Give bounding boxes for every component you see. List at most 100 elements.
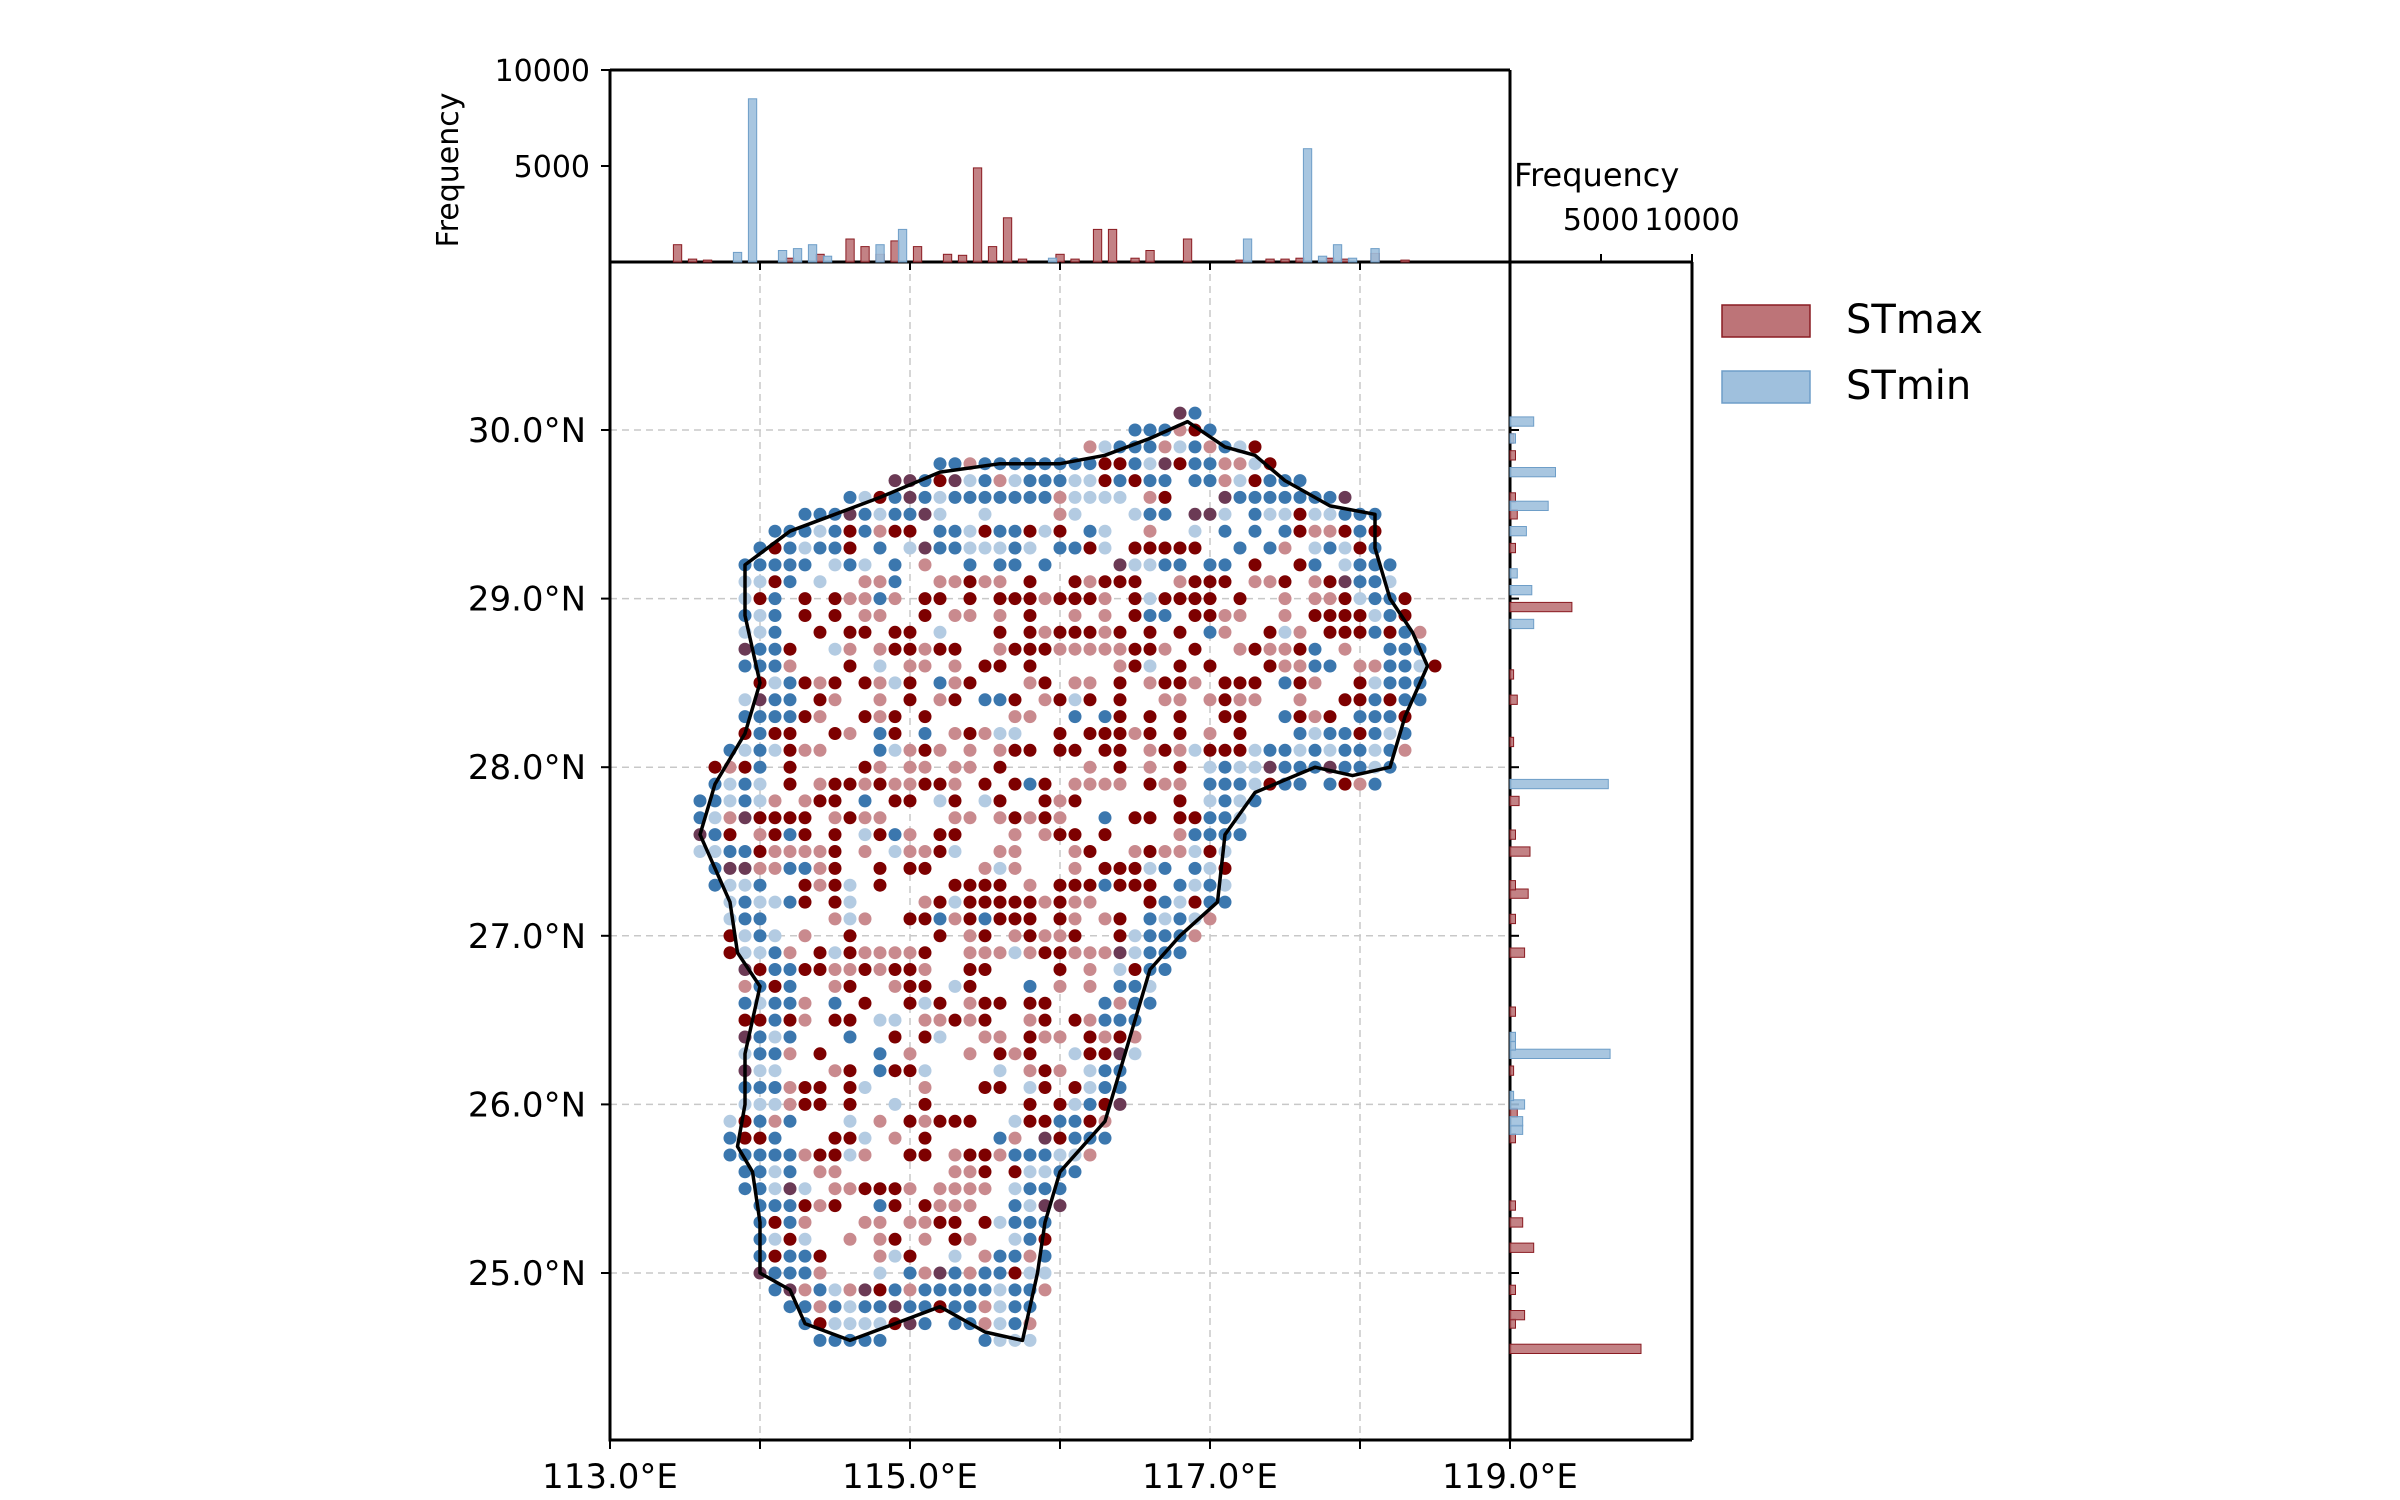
station-point xyxy=(843,727,857,740)
station-point xyxy=(738,979,752,993)
station-point xyxy=(843,1114,857,1128)
station-point xyxy=(1083,541,1097,555)
station-point xyxy=(1113,996,1127,1010)
station-point xyxy=(1158,845,1172,858)
station-point xyxy=(963,963,977,976)
station-point xyxy=(1008,828,1022,842)
station-point xyxy=(933,1030,947,1044)
station-point xyxy=(1038,996,1052,1010)
station-point xyxy=(903,507,917,521)
station-point xyxy=(1038,642,1052,656)
station-point xyxy=(1128,659,1142,673)
station-point xyxy=(783,642,797,656)
station-point xyxy=(798,811,812,825)
station-point xyxy=(828,642,842,656)
right-bar-stmax xyxy=(1509,846,1531,857)
station-point xyxy=(1068,474,1082,488)
station-point xyxy=(888,676,902,690)
station-point xyxy=(1098,743,1112,757)
station-point xyxy=(783,1232,797,1246)
station-point xyxy=(1308,524,1322,538)
station-point xyxy=(798,541,812,555)
station-point xyxy=(768,1114,782,1128)
station-point xyxy=(948,979,962,993)
station-point xyxy=(1353,743,1367,757)
station-point xyxy=(813,743,827,757)
station-point xyxy=(1143,811,1157,825)
station-point xyxy=(888,1283,902,1297)
station-point xyxy=(903,1114,917,1128)
station-point xyxy=(978,946,992,960)
station-point xyxy=(1023,1182,1037,1196)
station-point xyxy=(903,524,917,538)
station-point xyxy=(828,895,842,909)
station-point xyxy=(1263,642,1277,656)
station-point xyxy=(1083,1148,1097,1162)
station-point xyxy=(1038,693,1052,707)
station-point xyxy=(1113,912,1127,926)
top-bar-stmin xyxy=(792,248,803,263)
station-point xyxy=(768,1081,782,1094)
station-point xyxy=(933,474,947,488)
station-point xyxy=(1158,642,1172,656)
station-point xyxy=(1338,642,1352,656)
station-point xyxy=(768,895,782,909)
right-bar-stmin xyxy=(1509,467,1556,478)
station-point xyxy=(993,811,1007,825)
station-point xyxy=(1353,727,1367,740)
station-point xyxy=(768,1165,782,1179)
station-point xyxy=(873,963,887,976)
station-point xyxy=(978,1333,992,1347)
station-point xyxy=(813,1148,827,1162)
station-point xyxy=(1053,963,1067,976)
station-point xyxy=(978,727,992,740)
station-point xyxy=(828,558,842,572)
station-point xyxy=(1188,828,1202,842)
station-point xyxy=(948,1013,962,1027)
station-point xyxy=(843,1148,857,1162)
top-bar-stmin xyxy=(1347,257,1358,263)
station-point xyxy=(1008,743,1022,757)
station-point xyxy=(1323,743,1337,757)
station-point xyxy=(933,1114,947,1128)
station-point xyxy=(1023,676,1037,690)
station-point xyxy=(1368,693,1382,707)
station-point xyxy=(1023,777,1037,791)
station-point xyxy=(918,1131,932,1145)
station-point xyxy=(918,912,932,926)
station-point xyxy=(783,1114,797,1128)
station-point xyxy=(933,828,947,842)
right-histogram-bars xyxy=(1509,416,1642,1354)
station-point xyxy=(1278,592,1292,606)
station-point xyxy=(843,979,857,993)
station-point xyxy=(1098,878,1112,892)
station-point xyxy=(798,1215,812,1229)
station-point xyxy=(858,625,872,639)
station-point xyxy=(993,609,1007,622)
station-point xyxy=(828,693,842,707)
station-point xyxy=(783,828,797,842)
station-point xyxy=(1128,979,1142,993)
station-point xyxy=(783,727,797,740)
station-point xyxy=(1293,659,1307,673)
station-point xyxy=(873,861,887,875)
station-point xyxy=(1338,777,1352,791)
station-point xyxy=(873,710,887,724)
station-point xyxy=(993,912,1007,926)
right-bar-stmax xyxy=(1509,1284,1516,1295)
station-point xyxy=(843,1013,857,1027)
station-point xyxy=(828,963,842,976)
station-point xyxy=(1083,490,1097,504)
station-point xyxy=(1158,592,1172,606)
station-point xyxy=(768,524,782,538)
station-point xyxy=(1188,861,1202,875)
station-point xyxy=(828,946,842,960)
station-point xyxy=(1218,693,1232,707)
station-point xyxy=(1308,659,1322,673)
station-point xyxy=(963,524,977,538)
station-point xyxy=(873,1013,887,1027)
station-point xyxy=(768,1030,782,1044)
top-bar-stmax xyxy=(1092,228,1103,263)
top-bar-stmax xyxy=(1265,258,1275,263)
station-point xyxy=(1053,625,1067,639)
